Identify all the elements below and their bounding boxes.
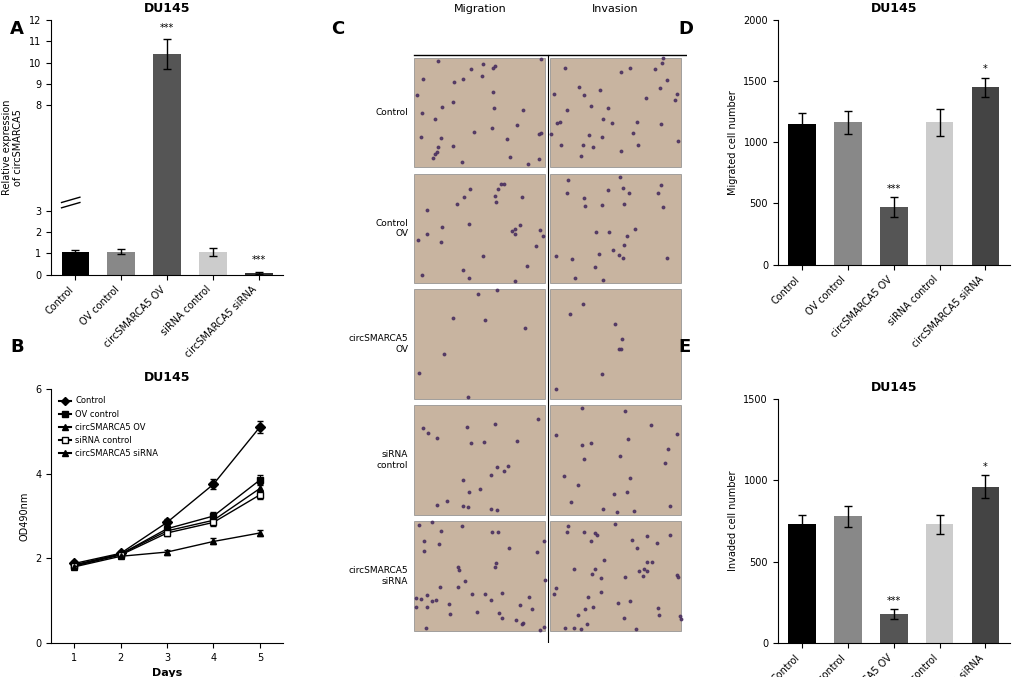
Text: circSMARCA5
siRNA: circSMARCA5 siRNA xyxy=(348,566,408,586)
Y-axis label: Relative expression
of circSMARCA5: Relative expression of circSMARCA5 xyxy=(2,100,23,195)
Text: ***: *** xyxy=(886,596,900,606)
Text: circSMARCA5
OV: circSMARCA5 OV xyxy=(348,334,408,354)
Bar xyxy=(414,289,545,399)
Bar xyxy=(199,253,226,275)
Text: *: * xyxy=(982,64,986,74)
Bar xyxy=(61,253,89,275)
Bar xyxy=(549,173,680,283)
Bar xyxy=(245,273,272,275)
Text: D: D xyxy=(678,20,693,39)
Bar xyxy=(925,524,953,643)
Bar xyxy=(549,406,680,515)
Bar xyxy=(549,58,680,167)
Bar xyxy=(549,289,680,399)
Y-axis label: Migrated cell number: Migrated cell number xyxy=(728,90,737,195)
Text: ***: *** xyxy=(886,183,900,194)
Text: Invasion: Invasion xyxy=(591,4,638,14)
Y-axis label: Invaded cell number: Invaded cell number xyxy=(728,471,737,571)
Y-axis label: OD490nm: OD490nm xyxy=(19,492,30,541)
Bar xyxy=(414,521,545,631)
Title: DU145: DU145 xyxy=(869,380,916,393)
Bar xyxy=(414,406,545,515)
Legend: Control, OV control, circSMARCA5 OV, siRNA control, circSMARCA5 siRNA: Control, OV control, circSMARCA5 OV, siR… xyxy=(55,393,161,462)
X-axis label: Days: Days xyxy=(152,668,182,677)
Title: DU145: DU145 xyxy=(144,2,191,15)
Bar xyxy=(153,54,180,275)
Bar xyxy=(925,123,953,265)
Text: *: * xyxy=(982,462,986,472)
Bar xyxy=(107,252,135,275)
Bar xyxy=(879,614,907,643)
Text: ***: *** xyxy=(252,255,266,265)
Text: Control: Control xyxy=(375,108,408,117)
Text: Control
OV: Control OV xyxy=(375,219,408,238)
Bar xyxy=(549,521,680,631)
Bar xyxy=(971,487,999,643)
Title: DU145: DU145 xyxy=(144,370,191,384)
Text: B: B xyxy=(10,338,23,357)
Bar xyxy=(971,87,999,265)
Bar xyxy=(788,124,815,265)
Bar xyxy=(879,207,907,265)
Bar xyxy=(834,516,861,643)
Text: C: C xyxy=(331,20,344,39)
Text: siRNA
control: siRNA control xyxy=(376,450,408,470)
Text: E: E xyxy=(678,338,690,357)
Bar xyxy=(414,173,545,283)
Bar xyxy=(834,123,861,265)
Text: Migration: Migration xyxy=(453,4,505,14)
Title: DU145: DU145 xyxy=(869,2,916,15)
Text: A: A xyxy=(10,20,24,39)
Text: ***: *** xyxy=(160,23,174,33)
Bar xyxy=(788,524,815,643)
Bar xyxy=(414,58,545,167)
